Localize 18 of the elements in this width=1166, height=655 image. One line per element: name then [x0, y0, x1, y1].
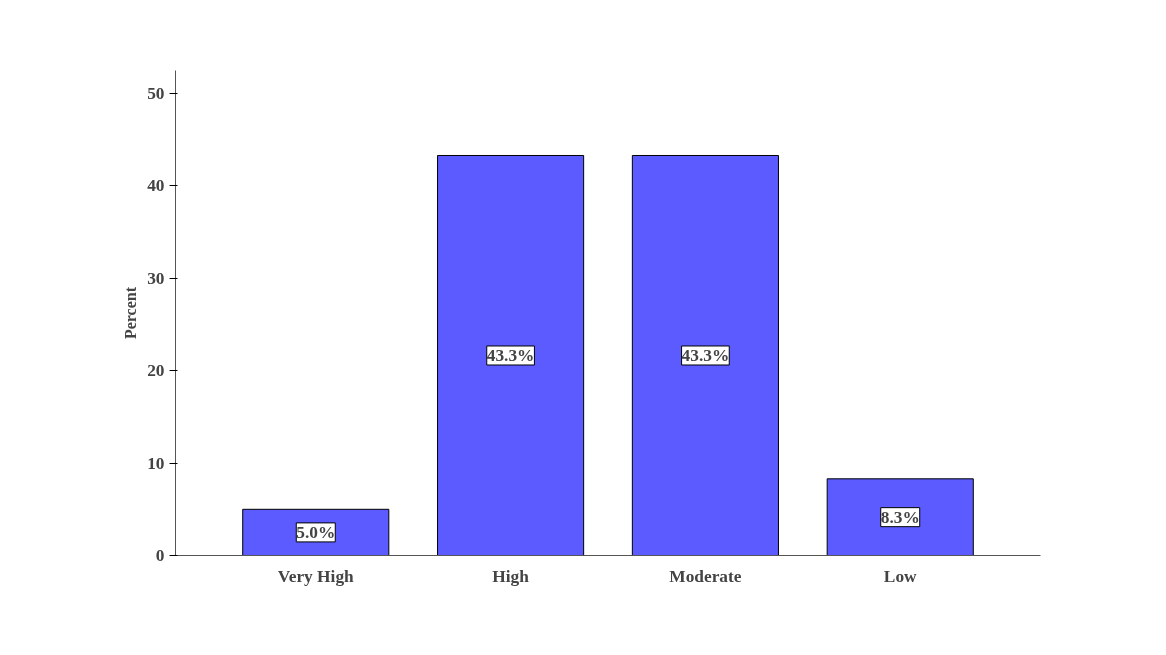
bar	[242, 508, 390, 556]
x-tick-label: Low	[883, 566, 918, 586]
y-tick-label: 10	[147, 453, 165, 473]
x-tick-label: Very High	[277, 566, 355, 586]
data-label: 5.0%	[296, 522, 336, 542]
y-axis-title: Percent	[122, 286, 140, 340]
bar	[437, 154, 585, 556]
y-tick-label: 40	[147, 176, 165, 196]
y-tick-label: 50	[147, 84, 165, 104]
bar	[826, 478, 974, 556]
bar	[631, 154, 779, 556]
y-tick-label: 20	[147, 361, 165, 381]
y-tick-label: 30	[147, 268, 165, 288]
x-tick-label: Moderate	[669, 566, 742, 586]
data-label: 43.3%	[486, 346, 535, 365]
data-label: 8.3%	[880, 507, 920, 527]
y-tick-label: 0	[155, 546, 165, 565]
x-tick-label: High	[492, 566, 530, 586]
